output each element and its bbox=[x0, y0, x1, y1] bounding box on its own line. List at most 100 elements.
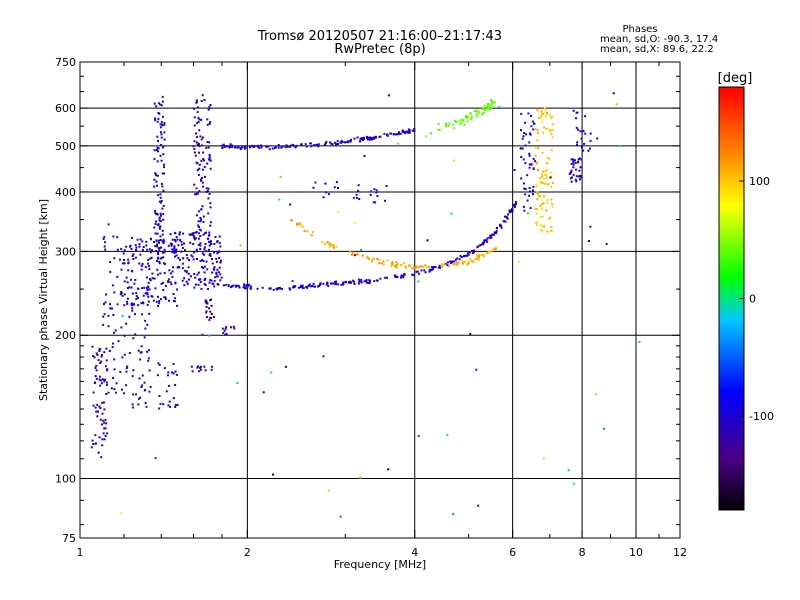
data-point bbox=[532, 185, 535, 188]
data-point bbox=[589, 132, 592, 135]
data-point bbox=[357, 278, 360, 281]
data-point bbox=[341, 141, 344, 143]
data-point bbox=[409, 264, 412, 267]
data-point bbox=[190, 365, 193, 368]
data-point bbox=[572, 482, 575, 485]
data-point bbox=[541, 202, 544, 205]
data-point bbox=[163, 272, 166, 274]
data-point bbox=[229, 143, 232, 146]
data-point bbox=[376, 258, 379, 260]
data-point bbox=[542, 131, 545, 134]
data-point bbox=[513, 205, 516, 208]
data-point bbox=[322, 196, 325, 199]
data-point bbox=[120, 291, 123, 293]
data-point bbox=[92, 443, 95, 445]
data-point bbox=[543, 126, 545, 129]
data-point bbox=[135, 393, 138, 396]
data-point bbox=[408, 129, 411, 131]
data-point bbox=[437, 128, 440, 131]
data-point bbox=[113, 291, 116, 294]
data-point bbox=[208, 193, 211, 195]
data-point bbox=[550, 171, 553, 174]
data-point bbox=[205, 310, 208, 313]
data-point bbox=[153, 149, 156, 152]
data-point bbox=[163, 251, 166, 254]
data-point bbox=[462, 262, 465, 265]
data-point bbox=[155, 180, 158, 183]
data-point bbox=[146, 303, 149, 306]
data-point bbox=[213, 268, 216, 271]
data-point bbox=[551, 115, 554, 118]
data-point bbox=[509, 209, 512, 212]
phases-header: Phases bbox=[622, 24, 657, 35]
data-point bbox=[157, 253, 160, 256]
data-point bbox=[495, 227, 498, 229]
data-point bbox=[132, 369, 135, 372]
data-point bbox=[578, 175, 580, 178]
data-point bbox=[534, 208, 537, 211]
data-point bbox=[578, 169, 581, 172]
data-point bbox=[99, 362, 102, 364]
data-point bbox=[198, 210, 201, 213]
data-point bbox=[541, 207, 544, 210]
data-point bbox=[176, 404, 179, 406]
data-point bbox=[103, 427, 106, 430]
data-point bbox=[160, 246, 163, 249]
data-point bbox=[167, 404, 170, 407]
data-point bbox=[225, 326, 228, 329]
data-point bbox=[386, 134, 389, 137]
data-point bbox=[522, 205, 525, 208]
data-point bbox=[159, 235, 162, 238]
data-point bbox=[368, 281, 371, 284]
data-point bbox=[154, 222, 157, 225]
data-point bbox=[298, 286, 300, 289]
data-point bbox=[179, 239, 181, 242]
data-point bbox=[386, 276, 388, 279]
data-point bbox=[188, 278, 190, 281]
data-point bbox=[217, 250, 220, 253]
data-point bbox=[576, 143, 578, 146]
data-point bbox=[145, 240, 148, 243]
data-point bbox=[154, 119, 157, 122]
data-point bbox=[168, 269, 171, 272]
data-point bbox=[335, 245, 338, 248]
data-point bbox=[160, 120, 163, 123]
data-point bbox=[284, 365, 287, 368]
data-point bbox=[159, 126, 162, 129]
data-point bbox=[339, 515, 342, 518]
data-point bbox=[353, 137, 356, 140]
data-point bbox=[418, 272, 420, 275]
data-point bbox=[170, 244, 173, 247]
data-point bbox=[473, 251, 475, 254]
data-point bbox=[289, 288, 292, 291]
data-point bbox=[200, 265, 203, 268]
data-point bbox=[539, 177, 542, 180]
data-point bbox=[372, 257, 375, 260]
data-point bbox=[193, 140, 196, 143]
data-point bbox=[548, 157, 551, 160]
data-point bbox=[138, 262, 141, 265]
data-point bbox=[541, 170, 544, 173]
data-point bbox=[322, 355, 325, 358]
data-point bbox=[365, 280, 368, 283]
data-point bbox=[387, 94, 390, 97]
data-point bbox=[156, 268, 159, 271]
data-point bbox=[474, 110, 477, 112]
data-point bbox=[575, 126, 578, 129]
data-point bbox=[163, 296, 166, 299]
data-point bbox=[500, 226, 503, 229]
data-point bbox=[159, 193, 162, 196]
data-point bbox=[209, 299, 212, 302]
data-point bbox=[194, 237, 197, 240]
data-point bbox=[95, 364, 98, 367]
data-point bbox=[491, 250, 494, 253]
data-point bbox=[147, 300, 150, 303]
data-point bbox=[153, 178, 156, 181]
data-point bbox=[317, 145, 320, 148]
data-point bbox=[181, 267, 184, 270]
data-point bbox=[399, 132, 402, 135]
data-point bbox=[201, 168, 204, 171]
data-point bbox=[198, 228, 201, 231]
data-point bbox=[482, 255, 485, 258]
data-point bbox=[327, 193, 330, 196]
